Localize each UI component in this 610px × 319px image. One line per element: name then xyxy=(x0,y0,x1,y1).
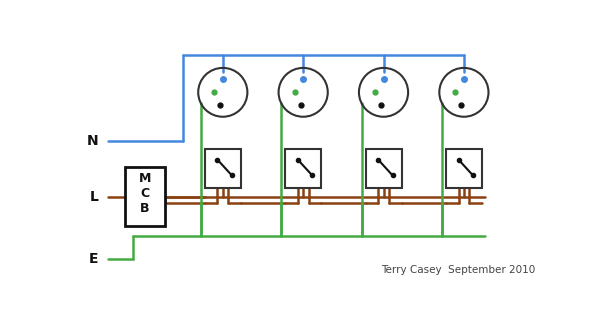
Bar xyxy=(125,167,165,226)
Bar xyxy=(285,149,321,188)
Text: Terry Casey  September 2010: Terry Casey September 2010 xyxy=(381,265,535,275)
Bar xyxy=(446,149,482,188)
Text: N: N xyxy=(87,134,98,148)
Bar xyxy=(205,149,241,188)
Text: M
C
B: M C B xyxy=(138,172,151,214)
Text: L: L xyxy=(90,190,98,204)
Bar xyxy=(365,149,401,188)
Text: E: E xyxy=(89,252,98,266)
